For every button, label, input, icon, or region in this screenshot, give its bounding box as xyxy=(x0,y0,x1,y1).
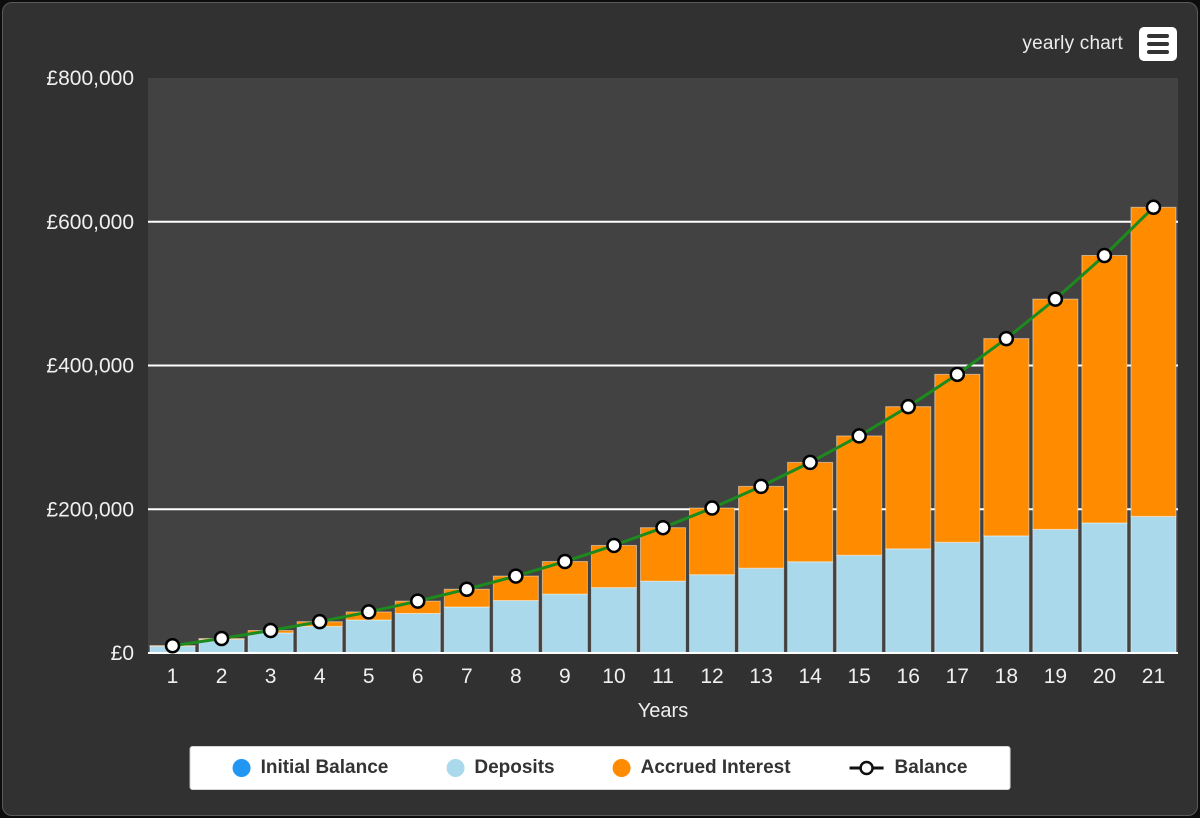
bar-deposits[interactable] xyxy=(1032,528,1079,653)
x-tick-label: 20 xyxy=(1093,665,1116,688)
bar-deposits[interactable] xyxy=(738,567,785,653)
hamburger-menu-button[interactable] xyxy=(1139,27,1177,61)
bar-deposits[interactable] xyxy=(1130,515,1177,653)
bar-accrued-interest[interactable] xyxy=(836,435,883,556)
x-tick-label: 18 xyxy=(995,665,1018,688)
balance-line-marker-icon xyxy=(849,760,884,776)
x-tick-label: 11 xyxy=(652,665,674,688)
balance-marker[interactable] xyxy=(164,637,181,654)
x-tick-label: 8 xyxy=(510,665,522,688)
balance-marker[interactable] xyxy=(508,568,524,584)
legend-label: Accrued Interest xyxy=(640,757,791,778)
x-tick-label: 16 xyxy=(897,665,920,688)
chart-header: yearly chart xyxy=(1022,27,1177,61)
x-tick-label: 2 xyxy=(216,665,228,688)
bar-accrued-interest[interactable] xyxy=(1130,206,1177,517)
balance-marker[interactable] xyxy=(360,604,377,620)
bar-accrued-interest[interactable] xyxy=(1032,298,1079,530)
y-tick-label: £600,000 xyxy=(46,211,134,234)
bar-accrued-interest[interactable] xyxy=(689,507,736,576)
balance-marker[interactable] xyxy=(1047,291,1064,307)
bar-deposits[interactable] xyxy=(836,554,883,653)
x-tick-label: 3 xyxy=(265,665,277,688)
y-tick-label: £400,000 xyxy=(46,355,134,378)
y-tick-label: £800,000 xyxy=(46,67,134,90)
bar-accrued-interest[interactable] xyxy=(639,527,687,582)
balance-marker[interactable] xyxy=(1145,199,1162,216)
x-tick-label: 5 xyxy=(363,665,375,688)
balance-marker[interactable] xyxy=(704,500,720,516)
x-tick-label: 21 xyxy=(1142,665,1165,688)
accrued-interest-swatch-icon xyxy=(612,759,631,777)
bar-accrued-interest[interactable] xyxy=(934,373,981,543)
deposits-swatch-icon xyxy=(446,759,465,777)
x-tick-label: 19 xyxy=(1044,665,1067,688)
balance-marker[interactable] xyxy=(606,537,622,554)
balance-marker[interactable] xyxy=(557,553,573,570)
bar-deposits[interactable] xyxy=(885,548,932,653)
x-tick-label: 12 xyxy=(700,665,723,688)
bar-deposits[interactable] xyxy=(1081,522,1128,653)
initial-balance-swatch-icon xyxy=(232,759,251,777)
bar-accrued-interest[interactable] xyxy=(983,338,1030,537)
x-tick-label: 15 xyxy=(848,665,871,688)
legend-item-balance[interactable]: Balance xyxy=(849,757,968,779)
balance-marker[interactable] xyxy=(311,613,328,630)
x-tick-label: 14 xyxy=(798,665,822,688)
balance-marker[interactable] xyxy=(802,454,818,471)
bar-deposits[interactable] xyxy=(296,625,343,653)
x-tick-label: 13 xyxy=(749,665,772,688)
bar-accrued-interest[interactable] xyxy=(885,406,932,550)
balance-marker[interactable] xyxy=(851,428,867,444)
bar-deposits[interactable] xyxy=(934,541,981,653)
hamburger-icon xyxy=(1147,34,1169,54)
bar-deposits[interactable] xyxy=(492,600,539,653)
x-tick-label: 6 xyxy=(412,665,424,688)
bar-deposits[interactable] xyxy=(394,612,441,653)
x-tick-label: 4 xyxy=(314,665,326,688)
bar-deposits[interactable] xyxy=(689,574,736,653)
balance-marker[interactable] xyxy=(998,330,1015,347)
balance-marker[interactable] xyxy=(459,581,475,597)
bar-deposits[interactable] xyxy=(345,619,392,653)
x-tick-label: 17 xyxy=(946,665,969,688)
balance-marker[interactable] xyxy=(655,519,671,536)
bar-deposits[interactable] xyxy=(443,606,490,653)
bar-deposits[interactable] xyxy=(787,561,834,653)
balance-marker[interactable] xyxy=(900,398,916,415)
x-tick-label: 9 xyxy=(559,665,571,688)
balance-marker[interactable] xyxy=(753,478,769,495)
legend-item-accrued-interest[interactable]: Accrued Interest xyxy=(612,757,791,779)
x-axis-label: Years xyxy=(637,700,689,722)
legend-label: Initial Balance xyxy=(260,757,389,778)
chart-title: yearly chart xyxy=(1022,33,1123,54)
y-tick-label: £0 xyxy=(111,642,134,665)
bar-accrued-interest[interactable] xyxy=(738,485,785,569)
bar-accrued-interest[interactable] xyxy=(1081,254,1128,524)
x-tick-label: 10 xyxy=(602,665,625,688)
balance-marker[interactable] xyxy=(410,593,426,609)
x-tick-label: 7 xyxy=(461,665,473,688)
balance-marker[interactable] xyxy=(262,622,279,639)
legend-label: Deposits xyxy=(474,757,555,778)
chart-legend: Initial Balance Deposits Accrued Interest B… xyxy=(189,746,1011,790)
bar-accrued-interest[interactable] xyxy=(787,461,834,563)
bar-deposits[interactable] xyxy=(983,535,1030,653)
legend-label: Balance xyxy=(894,757,968,778)
x-tick-label: 1 xyxy=(167,665,179,688)
balance-marker[interactable] xyxy=(213,630,230,647)
y-tick-label: £200,000 xyxy=(46,498,134,521)
legend-item-initial-balance[interactable]: Initial Balance xyxy=(232,757,389,779)
bar-deposits[interactable] xyxy=(541,593,588,653)
bar-deposits[interactable] xyxy=(639,580,687,653)
legend-item-deposits[interactable]: Deposits xyxy=(446,757,555,779)
balance-marker[interactable] xyxy=(1096,247,1113,264)
balance-marker[interactable] xyxy=(949,366,966,383)
bar-deposits[interactable] xyxy=(590,587,637,653)
